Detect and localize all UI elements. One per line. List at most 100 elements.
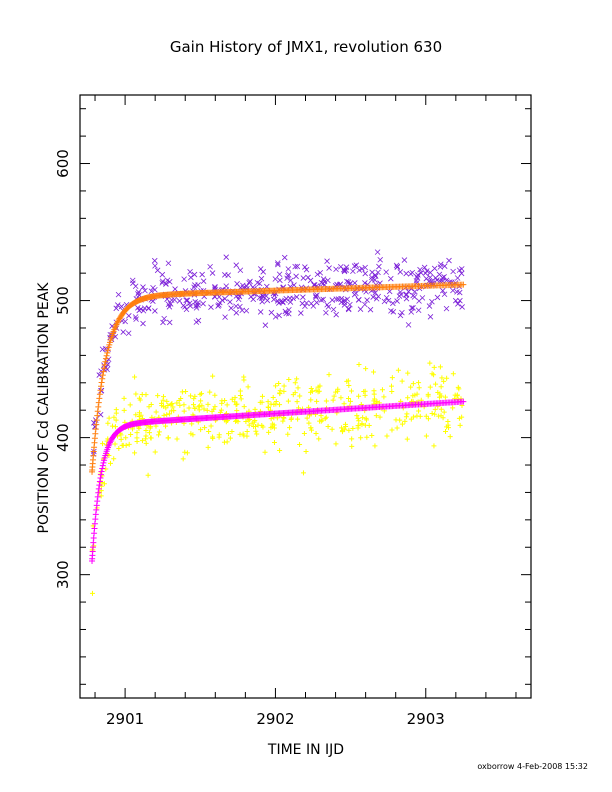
scatter-point: [303, 448, 309, 454]
scatter-point: [405, 370, 411, 376]
fit-point: [99, 465, 106, 472]
fit-point: [107, 438, 114, 445]
scatter-point: [148, 435, 154, 441]
scatter-point: [335, 386, 341, 392]
scatter-point: [120, 442, 126, 448]
scatter-point: [190, 402, 196, 408]
scatter-point: [341, 268, 348, 275]
plot-frame: [79, 94, 532, 699]
scatter-point: [457, 297, 463, 304]
scatter-point: [115, 291, 122, 298]
scatter-point: [237, 267, 244, 274]
scatter-point: [201, 293, 207, 300]
scatter-point: [341, 267, 348, 274]
fit-point: [94, 408, 101, 415]
scatter-point: [404, 436, 410, 442]
scatter-point: [427, 313, 434, 320]
scatter-point: [320, 296, 326, 303]
scatter-point: [156, 432, 162, 438]
scatter-point: [140, 320, 146, 327]
scatter-point: [362, 422, 368, 428]
scatter-point: [247, 278, 253, 285]
scatter-point: [96, 489, 102, 495]
scatter-point: [318, 279, 325, 286]
scatter-point: [135, 289, 142, 295]
scatter-point: [217, 409, 223, 415]
scatter-point: [371, 391, 377, 397]
fit-point: [95, 485, 102, 492]
scatter-point: [136, 425, 142, 431]
scatter-point: [445, 422, 451, 428]
scatter-point: [159, 280, 166, 286]
scatter-point: [245, 384, 251, 390]
scatter-point: [369, 269, 375, 276]
scatter-point: [345, 305, 352, 312]
scatter-point: [372, 396, 378, 402]
fit-point: [105, 344, 112, 351]
data-marks: [89, 249, 467, 596]
scatter-point: [241, 377, 247, 383]
scatter-point: [397, 269, 404, 275]
scatter-point: [295, 416, 301, 422]
scatter-point: [112, 424, 118, 430]
scatter-point: [215, 303, 221, 309]
x-tick-label: 2901: [106, 710, 144, 728]
scatter-point: [322, 416, 328, 422]
scatter-point: [397, 312, 404, 319]
scatter-point: [325, 423, 331, 429]
y-tick-label: 300: [54, 560, 72, 589]
fit-point: [102, 358, 109, 365]
scatter-point: [259, 298, 265, 305]
scatter-point: [207, 389, 213, 395]
scatter-point: [238, 396, 244, 402]
scatter-point: [204, 407, 210, 413]
scatter-point: [196, 407, 202, 413]
scatter-point: [414, 275, 421, 281]
fit-point: [96, 395, 103, 402]
scatter-point: [235, 419, 241, 425]
scatter-point: [142, 287, 148, 294]
scatter-point: [302, 264, 308, 270]
fit-point: [98, 383, 105, 390]
scatter-point: [133, 316, 139, 322]
scatter-point: [98, 493, 104, 499]
scatter-point: [140, 307, 147, 314]
scatter-point: [252, 406, 258, 412]
scatter-point: [416, 385, 422, 391]
scatter-point: [416, 408, 422, 414]
scatter-point: [257, 399, 263, 405]
scatter-point: [197, 403, 203, 409]
scatter-point: [130, 426, 136, 432]
scatter-point: [180, 456, 186, 462]
scatter-point: [143, 440, 149, 446]
scatter-point: [333, 441, 339, 447]
scatter-point: [161, 412, 167, 418]
scatter-point: [308, 397, 314, 403]
fit-point: [98, 468, 105, 475]
scatter-point: [118, 436, 124, 442]
scatter-point: [309, 388, 315, 394]
fit-point: [100, 459, 107, 466]
scatter-point: [333, 266, 339, 273]
scatter-point: [116, 446, 122, 452]
scatter-point: [351, 263, 358, 269]
scatter-point: [318, 413, 324, 419]
scatter-point: [178, 396, 184, 402]
scatter-point: [292, 263, 298, 270]
scatter-point: [359, 422, 365, 428]
scatter-point: [168, 297, 175, 303]
scatter-point: [358, 435, 364, 441]
scatter-point: [363, 417, 369, 423]
scatter-point: [293, 294, 300, 300]
scatter-point: [398, 291, 404, 298]
scatter-point: [362, 270, 369, 277]
scatter-point: [455, 396, 461, 402]
scatter-point: [362, 301, 368, 308]
scatter-point: [390, 300, 396, 307]
scatter-point: [252, 417, 258, 423]
scatter-point: [440, 415, 446, 421]
scatter-point: [294, 399, 300, 405]
scatter-point: [148, 424, 154, 430]
scatter-point: [438, 384, 444, 390]
scatter-point: [399, 309, 405, 316]
